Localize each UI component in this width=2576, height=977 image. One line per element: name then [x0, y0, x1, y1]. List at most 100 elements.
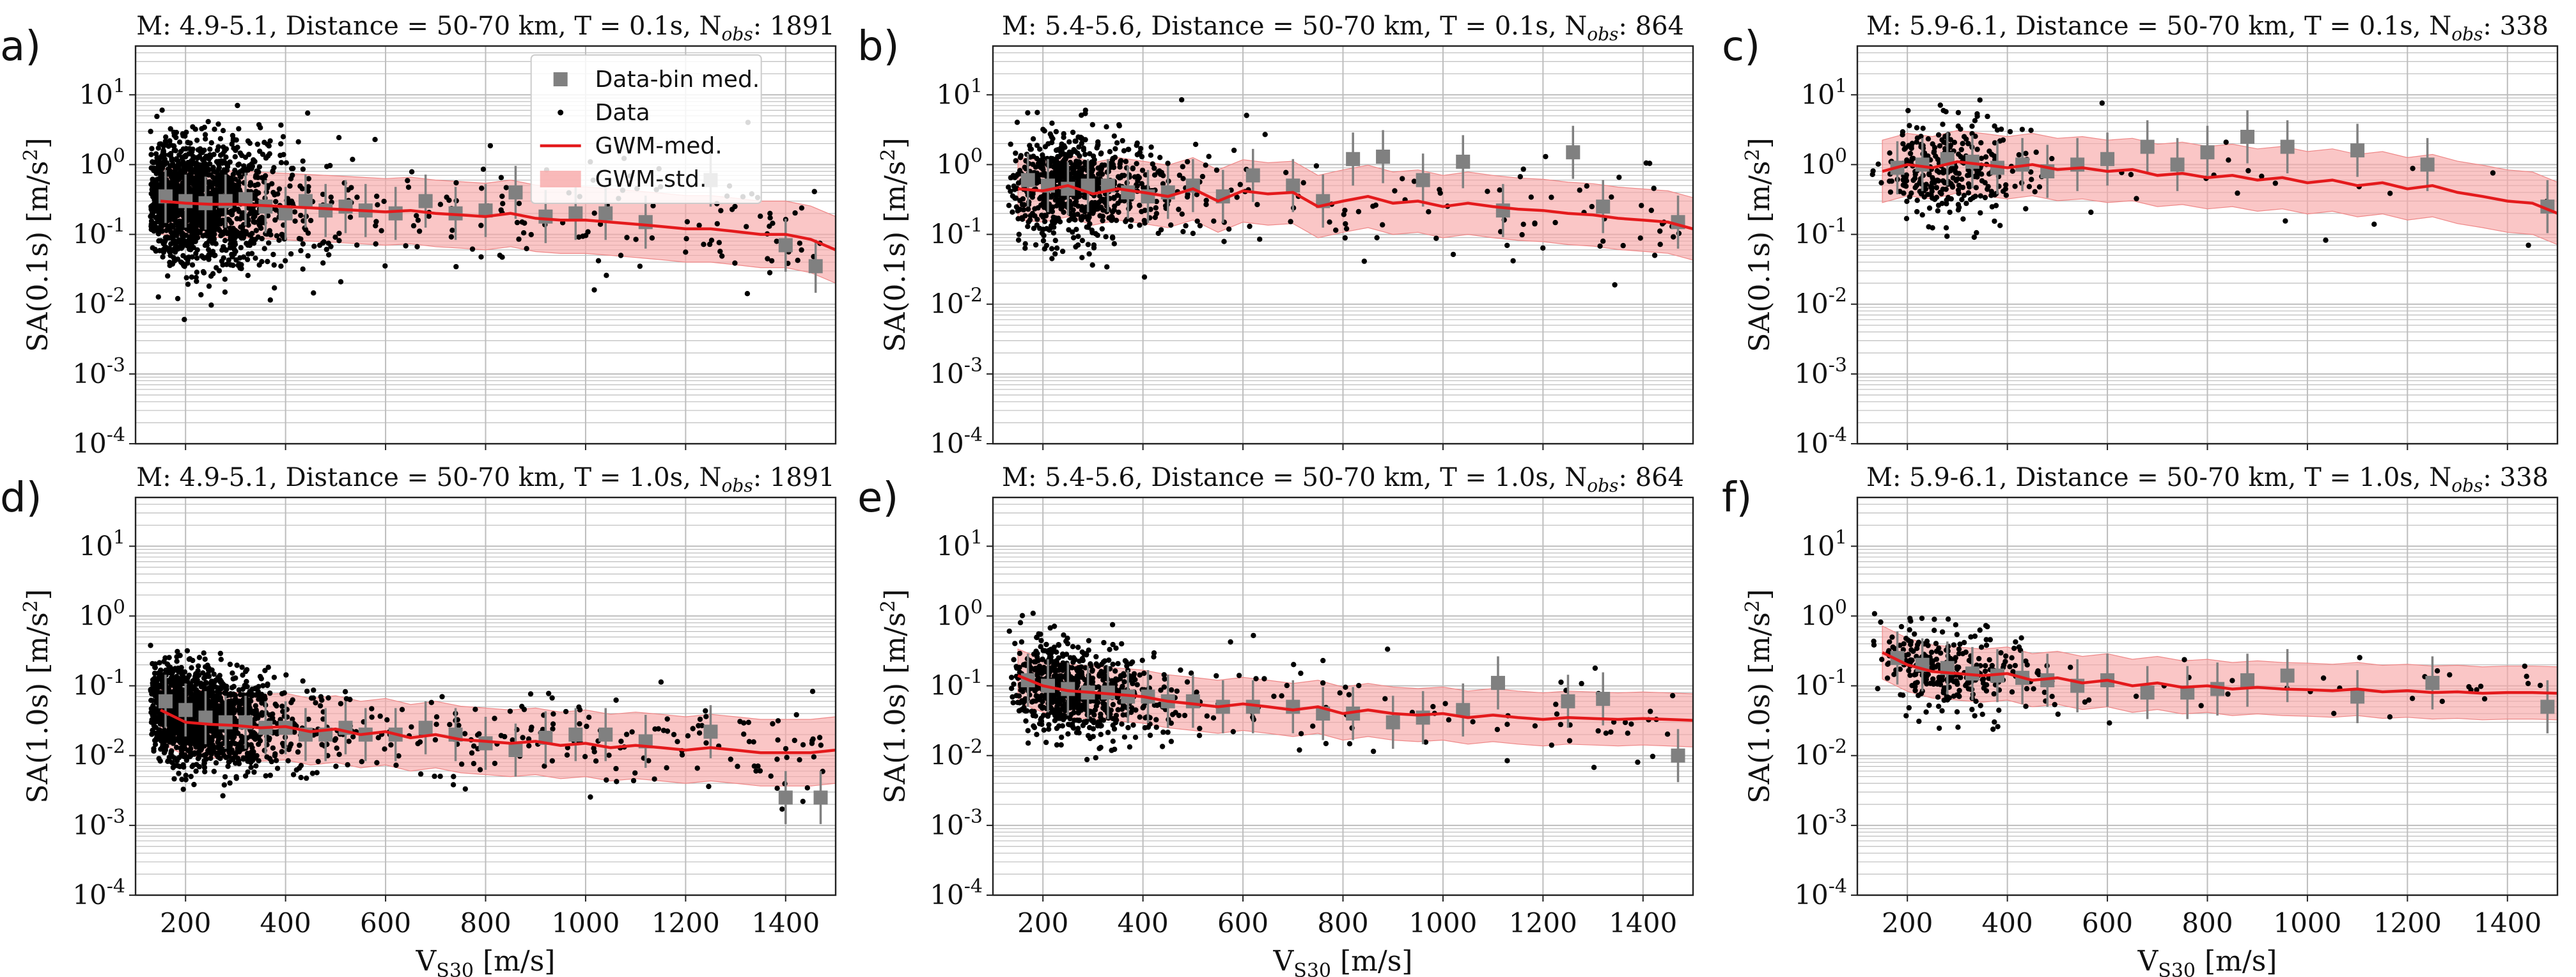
- data-point: [614, 779, 620, 785]
- data-point: [1926, 171, 1932, 176]
- data-point: [1940, 107, 1946, 113]
- data-point: [1651, 185, 1657, 191]
- data-point: [245, 758, 251, 764]
- data-point: [649, 235, 655, 241]
- data-point: [1426, 209, 1432, 215]
- data-point: [1086, 251, 1092, 257]
- data-point: [818, 742, 824, 748]
- data-point: [1073, 244, 1079, 250]
- data-point: [219, 247, 225, 253]
- data-point: [2490, 170, 2496, 176]
- y-tick-base: 10: [1800, 148, 1834, 180]
- data-point: [2033, 149, 2039, 155]
- data-point: [345, 762, 350, 768]
- data-point: [405, 178, 410, 184]
- data-point: [257, 148, 263, 154]
- data-point: [172, 192, 178, 198]
- data-point: [1620, 242, 1626, 249]
- data-point: [800, 799, 806, 804]
- data-point: [1247, 223, 1253, 230]
- data-point: [271, 262, 277, 268]
- data-point: [1121, 148, 1127, 153]
- data-point: [2283, 218, 2288, 224]
- data-point: [591, 749, 597, 754]
- data-point: [1113, 217, 1120, 223]
- data-point: [188, 162, 194, 169]
- data-point: [187, 187, 192, 193]
- data-point: [148, 207, 154, 212]
- data-point: [175, 295, 181, 302]
- data-point: [188, 746, 194, 752]
- data-point: [2036, 184, 2043, 190]
- data-point: [305, 253, 311, 259]
- data-point: [1142, 207, 1148, 214]
- data-point: [1520, 221, 1526, 227]
- data-point: [203, 136, 208, 142]
- data-point: [230, 735, 235, 742]
- data-point: [701, 242, 706, 247]
- data-point: [1600, 238, 1606, 244]
- data-point: [1123, 159, 1129, 164]
- data-point: [1497, 187, 1503, 193]
- y-tick-exponent: -2: [964, 285, 983, 307]
- legend-label: Data-bin med.: [595, 66, 760, 93]
- data-point: [208, 755, 214, 762]
- data-point: [236, 761, 242, 767]
- data-point: [816, 735, 823, 740]
- data-point: [629, 729, 635, 735]
- data-point: [175, 763, 181, 769]
- data-point: [155, 219, 161, 224]
- data-point: [166, 169, 171, 175]
- data-point: [373, 241, 379, 247]
- bin-median-marker: [2240, 129, 2255, 144]
- data-point: [1960, 216, 1966, 222]
- data-point: [234, 662, 240, 668]
- data-point: [510, 737, 515, 743]
- data-point: [1904, 198, 1910, 205]
- data-point: [1342, 207, 1348, 214]
- data-point: [305, 188, 311, 194]
- data-point: [418, 771, 424, 777]
- data-point: [448, 234, 455, 240]
- data-point: [1955, 109, 1962, 116]
- data-point: [1091, 245, 1097, 251]
- data-point: [1194, 192, 1200, 198]
- data-point: [332, 737, 338, 743]
- data-point: [671, 731, 677, 738]
- bin-median-marker: [1286, 178, 1300, 193]
- bin-median-marker: [218, 194, 233, 208]
- y-axis-label-main: SA(0.1s) [m/s: [879, 161, 912, 352]
- data-point: [1221, 238, 1227, 244]
- legend-swatch-data: [558, 109, 564, 116]
- data-point: [1018, 153, 1024, 159]
- legend-swatch-bin-median: [553, 72, 568, 86]
- data-point: [1059, 248, 1066, 254]
- data-point: [1077, 159, 1082, 165]
- data-point: [1100, 217, 1105, 224]
- data-point: [1361, 258, 1367, 264]
- data-point: [202, 132, 208, 137]
- data-point: [171, 203, 177, 209]
- data-point: [219, 258, 225, 264]
- data-point: [198, 747, 204, 753]
- data-point: [1121, 198, 1127, 204]
- data-point: [256, 121, 262, 128]
- data-point: [224, 262, 230, 267]
- data-point: [222, 276, 228, 282]
- data-point: [152, 191, 158, 196]
- data-point: [1257, 237, 1263, 242]
- data-point: [2088, 209, 2094, 215]
- data-point: [336, 751, 342, 758]
- data-point: [809, 689, 816, 694]
- data-point: [1014, 120, 1020, 125]
- data-point: [211, 152, 217, 157]
- data-point: [1963, 200, 1969, 207]
- data-point: [1118, 159, 1123, 164]
- data-point: [450, 782, 457, 788]
- data-point: [221, 158, 227, 164]
- data-point: [218, 152, 224, 158]
- data-point: [471, 743, 477, 749]
- bin-median-marker: [2350, 143, 2365, 158]
- data-point: [338, 701, 344, 707]
- panel-title-prefix: M: 5.4-5.6, Distance = 50-70 km, T = 0.1…: [1002, 12, 1587, 41]
